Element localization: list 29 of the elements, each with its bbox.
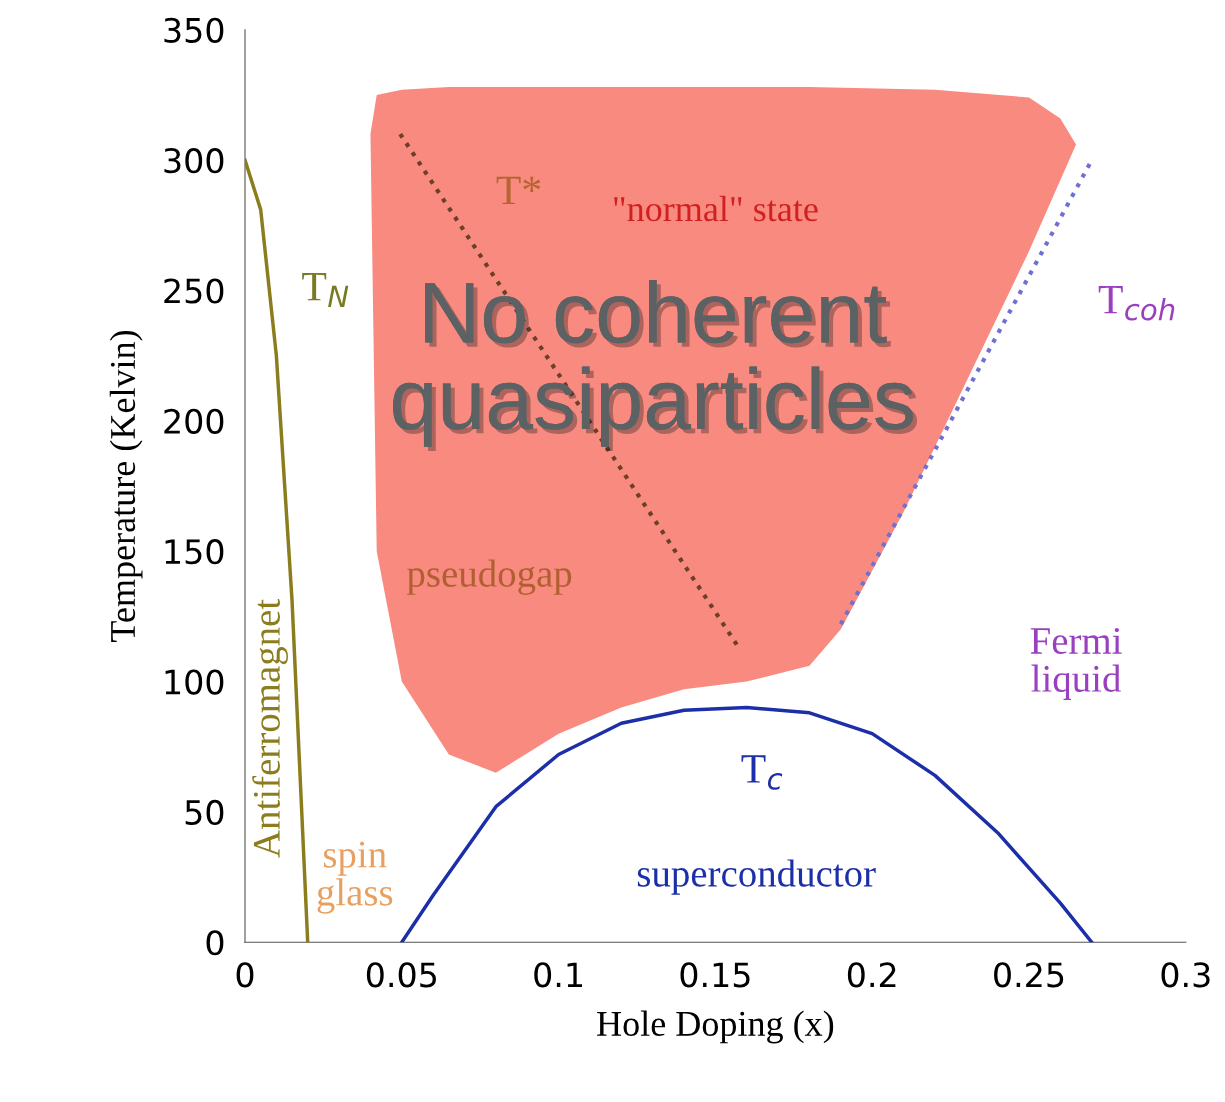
y-tick-label: 100 xyxy=(165,669,224,695)
annotation: Antiferromagnet xyxy=(252,599,288,858)
annotation: Fermi liquid xyxy=(1030,627,1122,700)
annotation: superconductor xyxy=(637,859,876,895)
x-axis-title: Hole Doping (x) xyxy=(597,1010,834,1044)
x-tick-label: 0.3 xyxy=(1161,962,1210,988)
annotation: spin glass xyxy=(317,841,393,914)
y-tick-label: 50 xyxy=(185,799,224,825)
x-tick-label: 0 xyxy=(236,962,254,988)
annotation: "normal" state xyxy=(614,195,818,222)
y-tick-label: 350 xyxy=(164,17,224,43)
x-tick-label: 0.25 xyxy=(994,962,1064,988)
y-tick-label: 0 xyxy=(206,930,224,956)
y-tick-label: 200 xyxy=(164,408,224,434)
annotation: T$_{coh}$ xyxy=(1098,286,1175,321)
annotation: T$_{c}$ xyxy=(741,755,783,790)
x-tick-label: 0.2 xyxy=(847,962,896,988)
x-tick-label: 0.1 xyxy=(534,962,583,988)
annotation: pseudogap xyxy=(407,559,572,595)
annotation: T$_{N}$ xyxy=(302,272,349,308)
x-tick-label: 0.15 xyxy=(680,962,750,988)
y-axis-title: Temperature (Kelvin) xyxy=(109,330,143,642)
annotation: T* xyxy=(496,176,541,205)
y-tick-label: 150 xyxy=(165,539,224,565)
line-series xyxy=(400,705,1094,943)
annotation: No coherent quasiparticles xyxy=(393,280,918,452)
y-tick-label: 300 xyxy=(164,148,224,174)
x-tick-label: 0.05 xyxy=(366,962,436,988)
y-tick-label: 250 xyxy=(164,278,224,304)
